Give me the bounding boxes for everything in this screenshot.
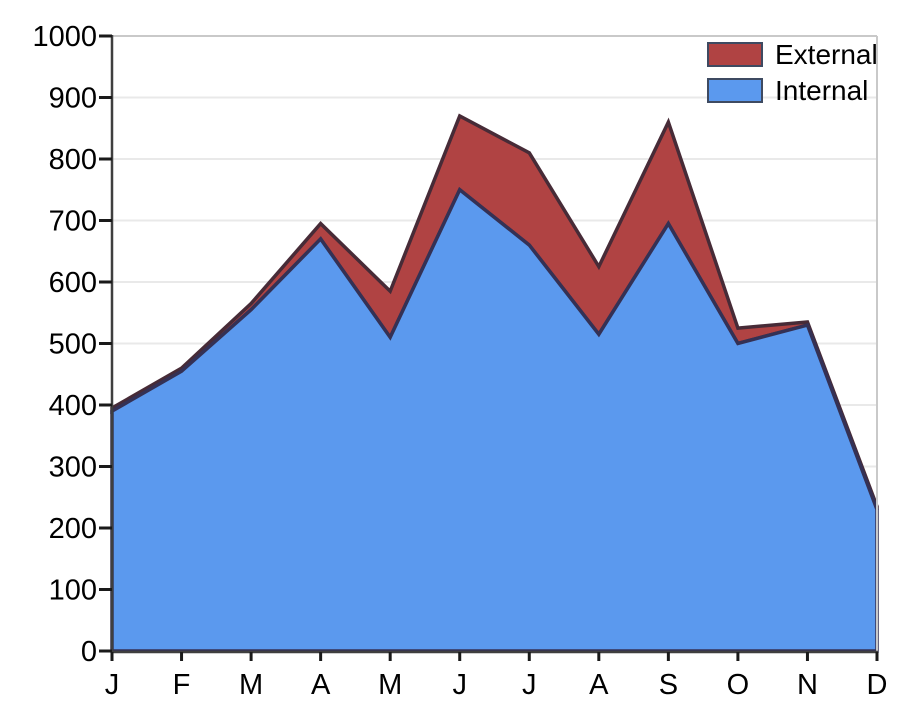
x-axis-tick-label: O bbox=[727, 669, 750, 701]
x-axis-tick-label: F bbox=[173, 669, 191, 701]
y-axis-tick-label: 1000 bbox=[32, 21, 97, 53]
y-axis-tick-label: 500 bbox=[49, 329, 97, 361]
chart-legend: External Internal bbox=[707, 39, 878, 114]
legend-swatch-external bbox=[707, 42, 763, 67]
y-axis-tick-label: 900 bbox=[49, 83, 97, 115]
y-axis-tick-label: 400 bbox=[49, 390, 97, 422]
y-axis-tick-label: 0 bbox=[81, 636, 97, 668]
legend-label-external: External bbox=[775, 39, 878, 70]
legend-item-external[interactable]: External bbox=[707, 39, 878, 70]
y-axis-tick-label: 800 bbox=[49, 144, 97, 176]
x-axis-tick-label: A bbox=[311, 669, 331, 701]
x-axis-tick-label: N bbox=[797, 669, 818, 701]
y-axis-tick-label: 700 bbox=[49, 206, 97, 238]
x-axis-tick-label: D bbox=[867, 669, 888, 701]
x-axis-tick-label: A bbox=[589, 669, 609, 701]
y-axis-tick-label: 600 bbox=[49, 267, 97, 299]
x-axis-tick-label: S bbox=[659, 669, 678, 701]
x-axis-tick-label: J bbox=[522, 669, 537, 701]
x-axis-tick-label: J bbox=[452, 669, 467, 701]
legend-item-internal[interactable]: Internal bbox=[707, 75, 878, 106]
y-axis-tick-label: 300 bbox=[49, 452, 97, 484]
series-area-internal bbox=[110, 187, 879, 653]
legend-label-internal: Internal bbox=[775, 75, 869, 106]
x-axis-tick-label: M bbox=[378, 669, 402, 701]
y-axis-tick-label: 200 bbox=[49, 513, 97, 545]
legend-swatch-internal bbox=[707, 78, 763, 103]
y-axis-tick-label: 100 bbox=[49, 575, 97, 607]
x-axis-tick-label: M bbox=[239, 669, 263, 701]
x-axis-tick-label: J bbox=[105, 669, 120, 701]
